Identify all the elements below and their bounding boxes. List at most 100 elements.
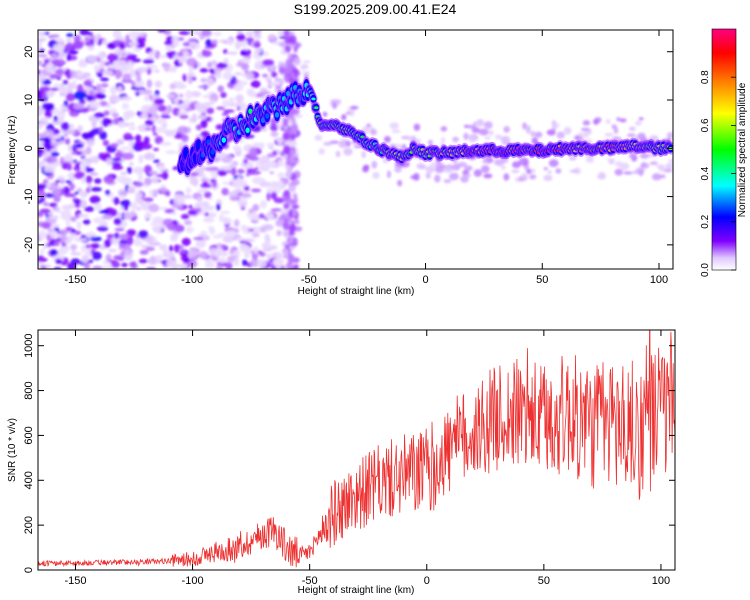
heatmap-speckle [55,258,62,264]
heatmap-speckle [99,59,106,69]
heatmap-speckle [94,34,99,44]
heatmap-speckle [291,179,300,186]
heatmap-speckle [665,163,673,169]
heatmap-speckle [264,233,270,242]
heatmap-speckle [555,168,562,174]
heatmap-speckle [220,92,227,99]
heatmap-speckle [86,31,93,36]
heatmap-speckle [161,123,168,128]
heatmap-speckle [529,174,537,180]
heatmap-speckle [151,124,157,134]
heatmap-speckle [638,117,644,121]
heatmap-speckle [53,206,60,213]
heatmap-speckle [247,228,255,232]
y-tick-label: 0 [23,567,35,573]
heatmap-speckle [251,226,262,233]
heatmap-speckle [96,57,101,63]
heatmap-speckle [343,147,353,156]
heatmap-speckle [178,30,191,36]
heatmap-speckle [135,40,146,49]
heatmap-speckle [194,102,204,110]
heatmap-speckle [288,209,294,219]
heatmap-speckle [53,115,58,122]
heatmap-ridge-core [183,150,189,156]
heatmap-speckle [91,251,102,261]
heatmap-speckle [511,169,520,174]
heatmap-speckle [77,125,83,133]
heatmap-speckle [107,208,118,217]
heatmap-speckle [127,186,136,193]
heatmap-speckle [65,179,72,184]
heatmap-speckle [133,32,139,38]
heatmap-speckle [50,249,58,256]
heatmap-speckle [62,80,69,85]
x-tick-label: -100 [181,274,203,286]
heatmap-speckle [290,124,299,131]
heatmap-speckle [92,217,105,224]
heatmap-speckle [129,261,134,267]
heatmap-speckle [503,125,510,133]
heatmap-speckle [130,80,136,87]
heatmap-speckle [116,175,129,183]
heatmap-speckle [294,219,300,225]
heatmap-speckle [245,72,254,81]
heatmap-speckle [279,209,288,214]
heatmap-speckle [52,43,65,53]
heatmap-speckle [252,203,260,212]
heatmap-speckle [228,101,235,108]
heatmap-speckle [270,191,278,200]
heatmap-speckle [96,83,102,93]
heatmap-speckle [425,166,433,174]
heatmap-speckle [205,38,212,48]
x-tick-label: -150 [64,274,86,286]
heatmap-speckle [92,265,103,269]
heatmap-speckle [160,141,172,146]
heatmap-speckle [194,167,201,174]
heatmap-speckle [38,255,45,263]
heatmap-speckle [49,91,56,96]
heatmap-speckle [254,48,263,55]
x-tick-label: -50 [302,575,318,587]
heatmap-speckle [107,53,119,62]
heatmap-speckle [291,174,297,179]
heatmap-speckle [81,254,89,264]
snr-x-label: Height of straight line (km) [298,585,415,596]
heatmap-speckle [123,211,131,220]
heatmap-speckle [425,172,431,179]
heatmap-speckle [259,142,265,150]
heatmap-speckle [616,117,621,122]
heatmap-speckle [301,71,311,75]
heatmap-ridge-core [221,137,227,143]
heatmap-speckle [270,208,283,212]
heatmap-speckle [569,169,579,173]
heatmap-speckle [638,169,644,177]
heatmap-speckle [103,239,111,248]
heatmap-speckle [266,153,276,158]
heatmap-speckle [223,49,228,55]
heatmap-speckle [124,255,133,261]
heatmap-speckle [220,210,230,215]
heatmap-speckle [253,34,263,39]
heatmap-speckle [70,50,78,55]
heatmap-speckle [145,127,152,131]
heatmap-speckle [154,50,161,60]
heatmap-speckle [242,73,247,78]
heatmap-speckle [531,168,536,174]
heatmap-speckle [278,66,285,74]
heatmap-speckle [209,99,215,106]
heatmap-speckle [142,58,155,64]
heatmap-speckle [211,171,218,180]
heatmap-speckle [452,163,461,171]
heatmap-speckle [139,249,149,255]
heatmap-speckle [214,74,223,78]
heatmap-speckle [216,264,224,269]
heatmap-speckle [60,122,70,131]
heatmap-speckle [78,60,86,68]
heatmap-speckle [125,53,137,62]
heatmap-speckle [543,167,548,171]
heatmap-speckle [434,162,444,167]
heatmap-speckle [615,161,623,167]
heatmap-speckle [114,232,120,239]
heatmap-speckle [233,219,240,227]
heatmap-speckle [172,107,181,116]
